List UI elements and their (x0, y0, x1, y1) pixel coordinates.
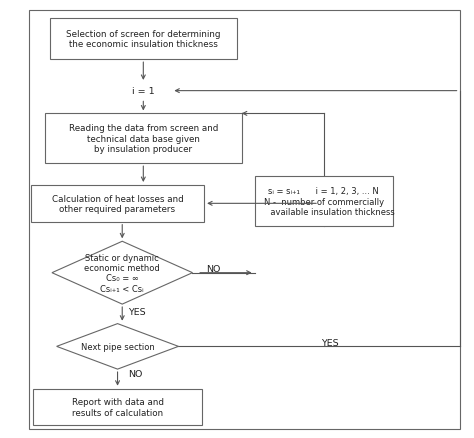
Text: NO: NO (128, 370, 143, 378)
FancyBboxPatch shape (50, 19, 237, 60)
Text: Reading the data from screen and
technical data base given
by insulation produce: Reading the data from screen and technic… (69, 124, 218, 154)
Text: Report with data and
results of calculation: Report with data and results of calculat… (72, 397, 164, 417)
Text: YES: YES (128, 307, 146, 316)
FancyBboxPatch shape (255, 177, 393, 226)
Text: YES: YES (321, 338, 339, 347)
Polygon shape (57, 324, 178, 369)
Text: sᵢ = sᵢ₊₁      i = 1, 2, 3, ... N
N -  number of commercially
       available i: sᵢ = sᵢ₊₁ i = 1, 2, 3, ... N N - number … (252, 187, 395, 216)
FancyBboxPatch shape (31, 185, 204, 222)
Text: Calculation of heat losses and
other required parameters: Calculation of heat losses and other req… (52, 194, 183, 214)
Polygon shape (52, 242, 192, 304)
Text: i = 1: i = 1 (132, 87, 155, 96)
Text: NO: NO (207, 264, 221, 273)
Text: Selection of screen for determining
the economic insulation thickness: Selection of screen for determining the … (66, 30, 220, 49)
FancyBboxPatch shape (45, 114, 242, 164)
Text: Next pipe section: Next pipe section (81, 342, 155, 351)
Text: Static or dynamic
economic method
Cs₀ = ∞
Csᵢ₊₁ < Csᵢ: Static or dynamic economic method Cs₀ = … (84, 253, 160, 293)
FancyBboxPatch shape (33, 389, 202, 425)
